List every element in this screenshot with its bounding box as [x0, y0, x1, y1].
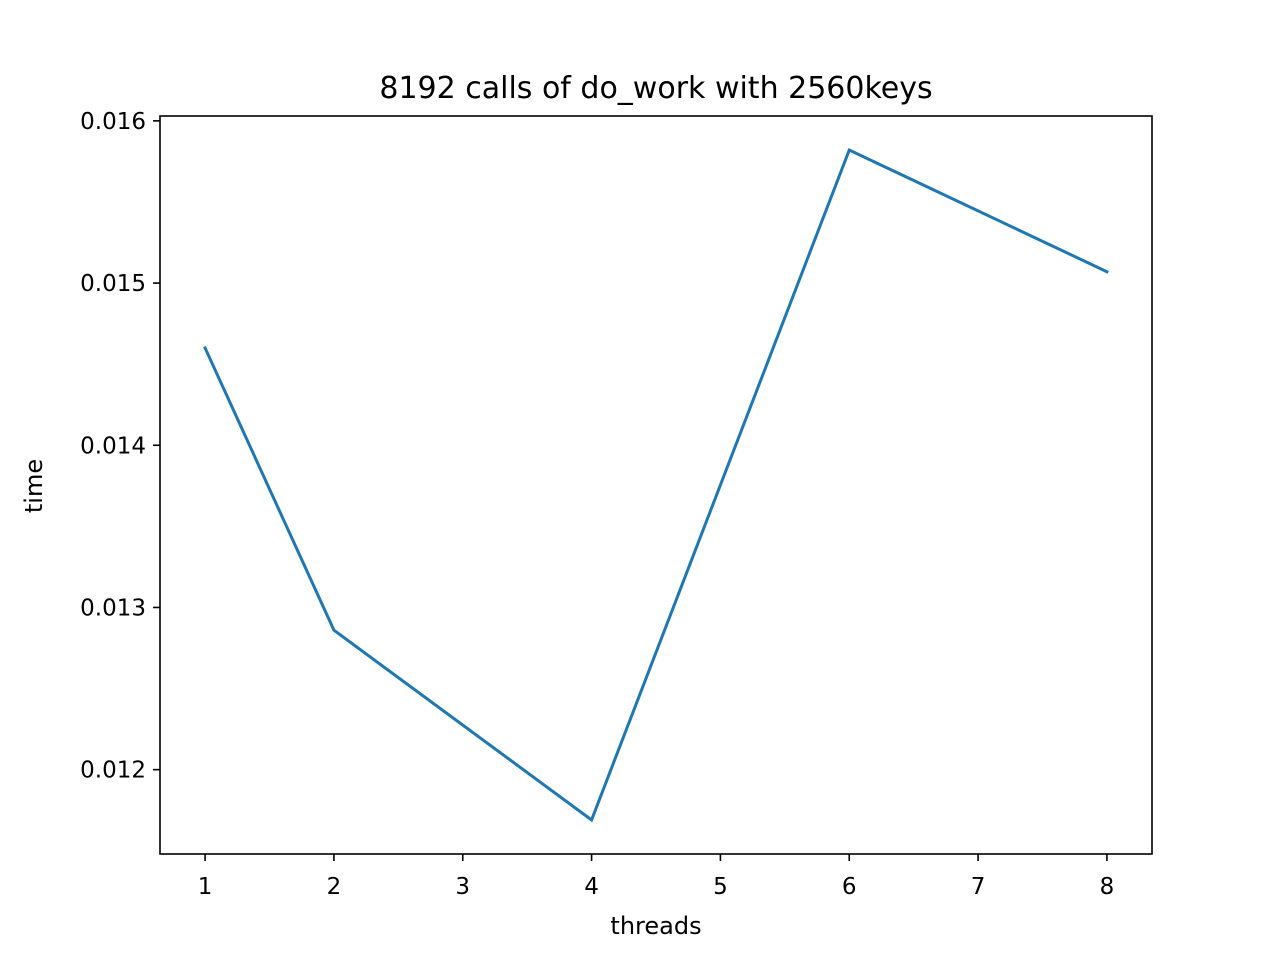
y-tick-label: 0.012 — [80, 758, 146, 784]
x-tick-label: 1 — [198, 874, 213, 900]
y-tick-label: 0.015 — [80, 271, 146, 297]
y-tick-label: 0.014 — [80, 433, 146, 459]
axes-frame — [159, 115, 1153, 855]
y-tick-label: 0.016 — [80, 109, 146, 135]
y-tick-label: 0.013 — [80, 595, 146, 621]
y-axis-label: time — [20, 459, 48, 513]
series-line — [203, 148, 1109, 823]
plot-area: 1 2 3 4 5 6 7 8 0.012 0.013 0.014 0.015 0.016 — [80, 109, 1153, 900]
x-tick-label: 2 — [327, 874, 342, 900]
chart-title: 8192 calls of do_work with 2560keys — [379, 71, 932, 106]
x-tick-label: 7 — [971, 874, 986, 900]
x-tick-label: 6 — [842, 874, 857, 900]
x-tick-label: 5 — [713, 874, 728, 900]
x-tick-label: 8 — [1100, 874, 1115, 900]
x-tick-label: 4 — [584, 874, 599, 900]
x-axis-label: threads — [610, 912, 701, 940]
x-tick-label: 3 — [455, 874, 470, 900]
